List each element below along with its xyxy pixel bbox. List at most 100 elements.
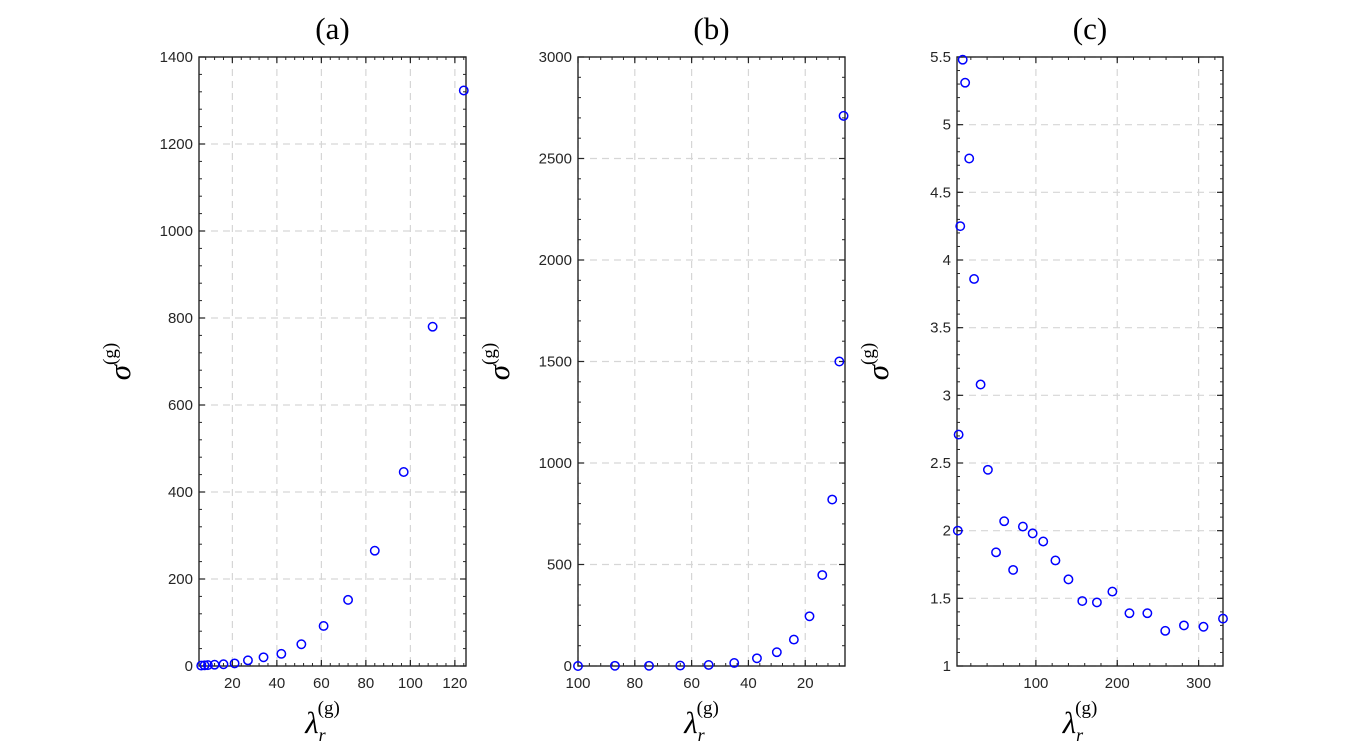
data-point (1077, 596, 1088, 606)
data-point (953, 429, 964, 440)
gridlines (199, 56, 466, 667)
panel-title: (b) (693, 11, 729, 46)
data-point (573, 661, 583, 671)
data-series (952, 54, 1228, 636)
data-point (1198, 621, 1209, 632)
data-point (1091, 597, 1102, 608)
data-point (609, 660, 620, 671)
data-point (202, 660, 213, 671)
data-point (1107, 586, 1118, 597)
data-point (838, 110, 849, 121)
data-point (751, 653, 762, 664)
data-point (1160, 625, 1171, 636)
data-point (343, 594, 354, 605)
data-point (964, 153, 975, 164)
x-tick-label: 100 (1023, 675, 1048, 692)
x-tick-label: 100 (398, 675, 423, 692)
data-point (991, 547, 1001, 558)
x-tick-label: 40 (269, 675, 286, 692)
y-tick-label: 3.5 (930, 320, 951, 337)
x-tick-label: 300 (1186, 675, 1211, 692)
x-axis-label: λr (g) (1062, 698, 1098, 745)
data-point (1027, 528, 1038, 539)
y-tick-label: 2 (943, 523, 951, 540)
y-tick-label: 1500 (539, 354, 572, 371)
x-tick-label: 200 (1105, 675, 1130, 692)
data-series (196, 85, 469, 671)
data-point (1017, 521, 1028, 532)
gridlines (577, 56, 845, 667)
y-tick-label: 800 (168, 310, 193, 327)
data-point (427, 321, 438, 332)
data-point (999, 516, 1010, 527)
x-tick-label: 60 (683, 675, 700, 692)
x-axis-subscript: r (1076, 725, 1084, 745)
x-axis-superscript: (g) (697, 698, 719, 719)
data-point (975, 379, 986, 390)
x-tick-label: 20 (224, 675, 241, 692)
data-point (1038, 536, 1049, 547)
data-point (834, 356, 845, 367)
data-point (982, 464, 993, 475)
axes-box (577, 56, 846, 667)
data-point (318, 621, 329, 631)
x-tick-label: 100 (565, 675, 590, 692)
x-tick-label: 20 (797, 675, 814, 692)
data-point (771, 647, 782, 658)
y-tick-label: 1000 (539, 455, 572, 472)
panel-title: (c) (1073, 11, 1107, 46)
y-tick-label: 400 (168, 484, 193, 501)
data-point (369, 545, 380, 556)
y-axis-symbol: σ (481, 363, 516, 380)
data-point (258, 652, 269, 663)
data-point (196, 660, 207, 671)
y-axis-superscript: (g) (479, 343, 500, 365)
data-point (218, 659, 229, 670)
x-axis-subscript: r (698, 725, 706, 745)
data-point (1050, 555, 1061, 566)
y-tick-label: 1400 (160, 49, 193, 66)
panel-2: 100 80 60 40 20 0 500 1000 1500 2000 2500 3000 (b) λr… (479, 11, 849, 745)
panel-3: 100 200 30011.522.533.544.555.5(c)λr(g)σ(g… (858, 11, 1228, 745)
data-point (1179, 620, 1189, 631)
data-point (969, 273, 980, 284)
y-tick-label: 200 (168, 571, 193, 588)
axes-box (956, 56, 1224, 667)
y-tick-label: 0 (564, 658, 572, 675)
y-tick-label: 4.5 (930, 184, 951, 201)
y-tick-label: 4 (943, 252, 951, 269)
x-tick-label: 80 (358, 675, 375, 692)
data-series (573, 110, 849, 671)
y-axis-symbol: σ (102, 363, 137, 380)
data-point (398, 467, 409, 477)
y-axis-superscript: (g) (858, 343, 879, 365)
data-point (675, 660, 686, 671)
y-tick-label: 2.5 (930, 455, 951, 472)
x-axis-superscript: (g) (1075, 698, 1097, 719)
y-axis-label: σ(g) (100, 343, 137, 380)
data-point (1218, 613, 1228, 624)
y-tick-label: 3 (943, 387, 951, 404)
data-point (296, 639, 307, 650)
data-point (1124, 608, 1135, 619)
x-axis-subscript: r (319, 725, 327, 745)
y-axis-superscript: (g) (100, 343, 121, 365)
data-point (1008, 564, 1019, 575)
x-tick-label: 120 (442, 675, 467, 692)
data-point (952, 525, 963, 536)
data-point (703, 660, 714, 670)
data-point (804, 611, 815, 622)
y-tick-label: 2500 (539, 151, 572, 168)
data-point (827, 494, 838, 505)
x-axis-symbol: λ (304, 705, 318, 740)
y-tick-label: 5.5 (930, 49, 951, 66)
panel-1: 20 40 60 80 100 1200200400600800100012001400(… (100, 11, 469, 745)
y-tick-label: 1000 (160, 223, 193, 240)
y-tick-label: 1 (943, 658, 951, 675)
x-axis-superscript: (g) (318, 698, 340, 719)
data-point (243, 655, 253, 666)
data-point (788, 634, 799, 645)
y-tick-label: 2000 (539, 252, 572, 269)
data-point (458, 85, 469, 96)
data-point (1142, 608, 1153, 619)
